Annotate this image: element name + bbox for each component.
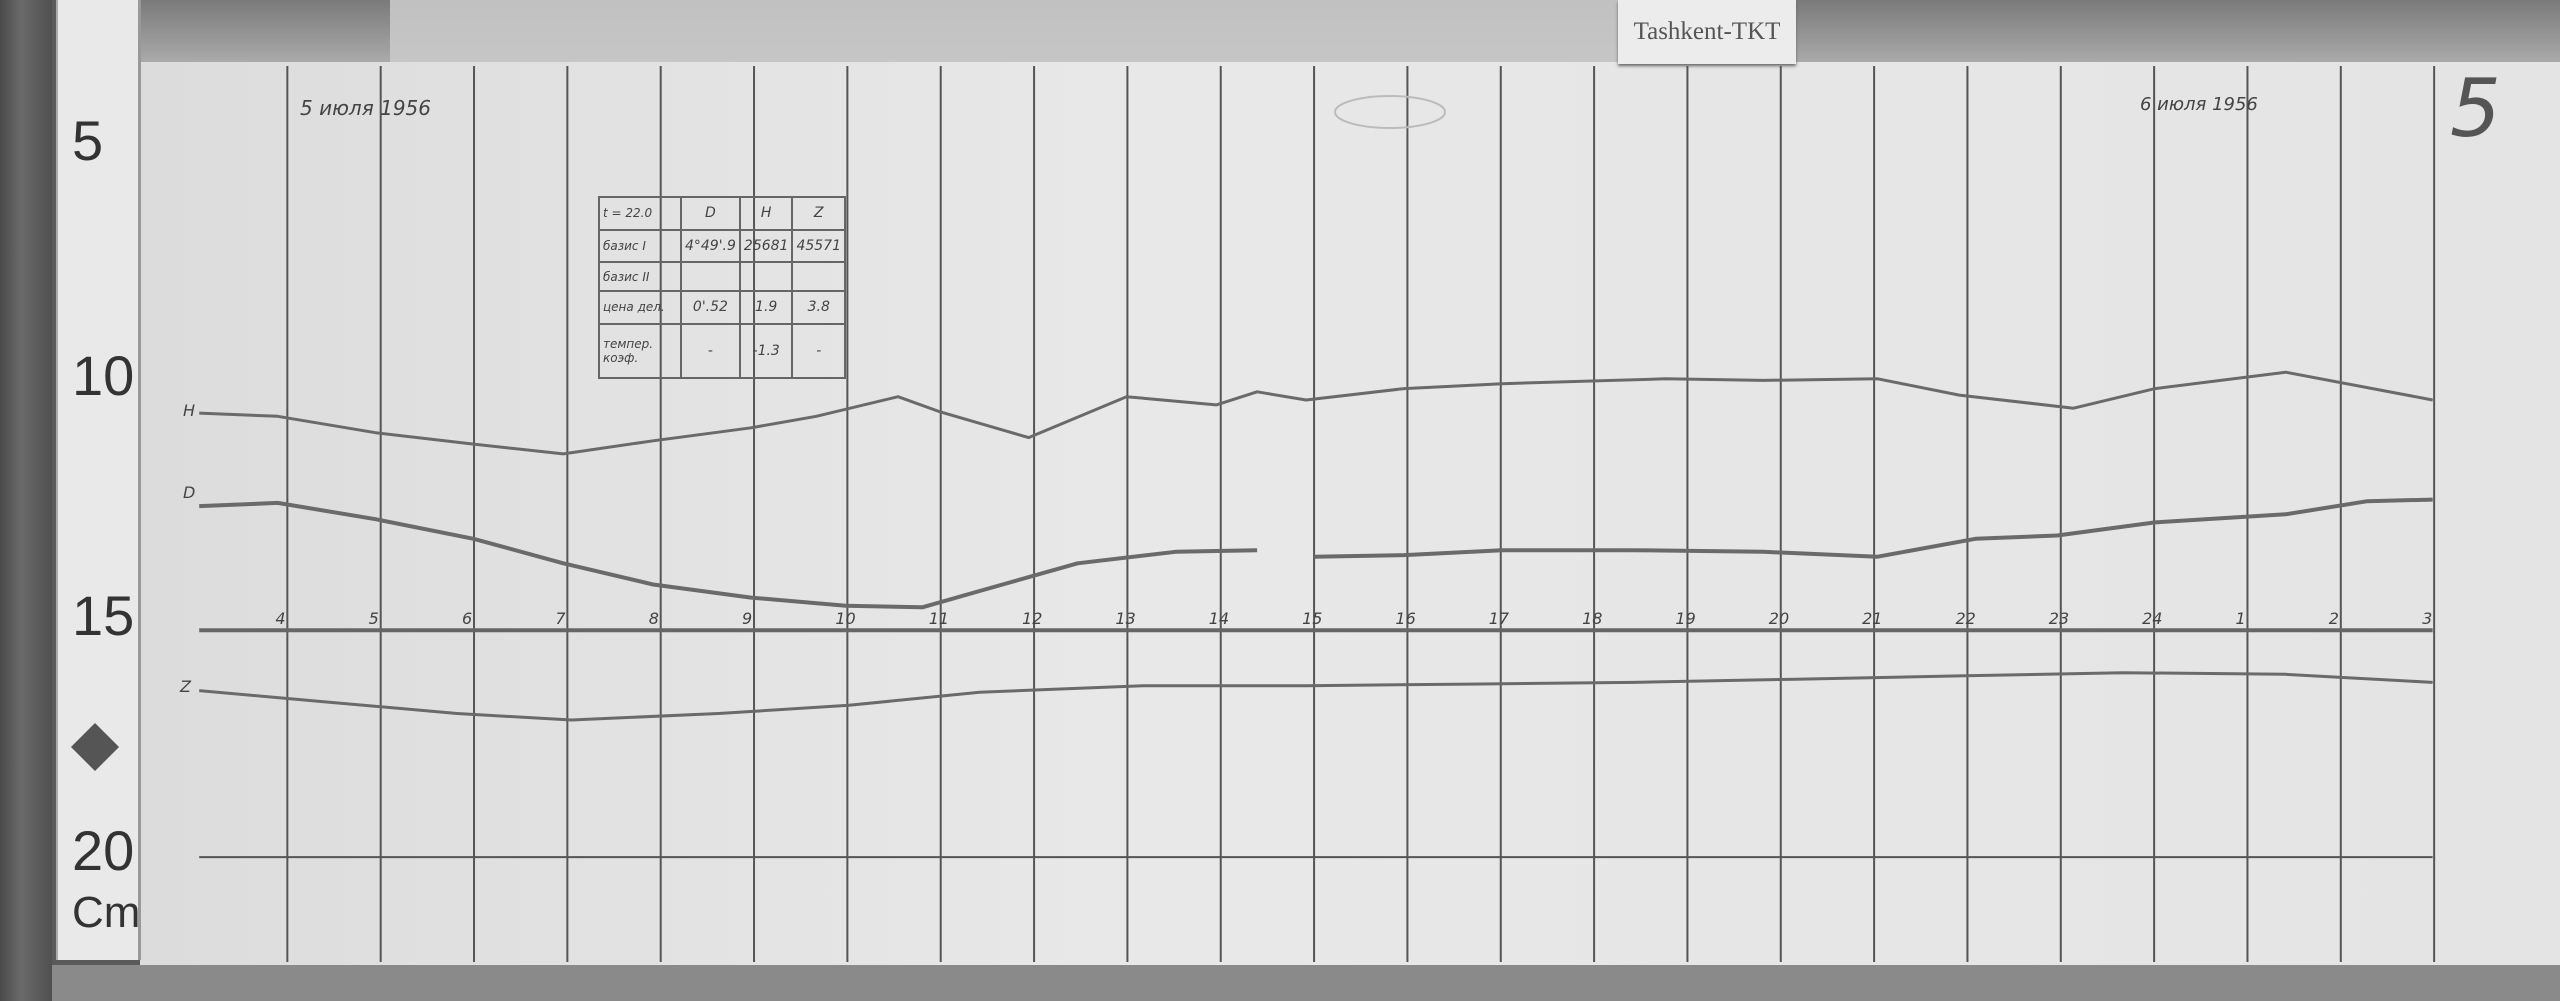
table-cell [738,261,794,293]
label-D: D [183,483,195,502]
hour-label: 1 [2235,609,2245,628]
hour-label: 23 [2049,609,2069,628]
table-cell: D [679,196,741,231]
hour-label: 11 [929,609,949,628]
hour-label: 3 [2422,609,2432,628]
hour-label: 2 [2329,609,2339,628]
table-cell: 0'.52 [679,290,741,325]
hour-label: 14 [1209,609,1229,628]
table-cell: 1.9 [738,290,794,325]
bottom-frame [52,965,2560,1001]
table-cell: 3.8 [791,290,846,325]
end-date: 6 июля 1956 [2140,94,2258,115]
magnetogram-paper [140,62,2560,967]
table-cell: темпер. коэф. [598,322,682,380]
table-cell: базис II [598,261,682,293]
table-cell: цена дел. [598,290,682,325]
table-cell: Z [791,196,846,231]
start-date: 5 июля 1956 [300,96,431,120]
hour-label: 19 [1675,609,1695,628]
station-label: Tashkent-TKT [1618,0,1796,64]
table-cell: базис I [598,228,682,264]
table-header-row: t = 22.0 D H Z [598,196,846,231]
table-cell: t = 22.0 [598,196,682,231]
hour-label: 9 [742,609,752,628]
table-row: цена дел. 0'.52 1.9 3.8 [598,290,846,325]
hour-label: 24 [2142,609,2162,628]
ruler-mark-10: 10 [72,344,135,407]
label-H: H [183,401,195,420]
hour-label: 13 [1115,609,1135,628]
hour-label: 18 [1582,609,1602,628]
table-cell: -1.3 [738,322,794,380]
hour-label: 16 [1395,609,1415,628]
trace-Z [199,671,2433,722]
label-Z: Z [179,677,192,696]
glass-clip [390,0,1620,70]
hour-label: 15 [1302,609,1322,628]
table-cell [679,261,741,293]
hour-label: 8 [649,609,659,628]
table-cell: - [791,322,846,380]
table-cell: 4°49'.9 [679,228,741,264]
hour-label: 21 [1862,609,1882,628]
hour-label: 4 [275,609,285,628]
trace-D [1314,497,2433,559]
hour-label: 20 [1769,609,1789,628]
cm-ruler: 5 10 15 20 Cm [56,0,141,960]
trace-D [199,500,1258,610]
hour-label: 12 [1022,609,1042,628]
hour-label: 5 [369,609,379,628]
ruler-mark-5: 5 [72,109,104,172]
hour-label: 7 [555,609,566,628]
table-cell: H [738,196,794,231]
ruler-unit: Cm [72,888,141,937]
faint-stamp [1334,95,1446,129]
hour-label: 6 [462,609,472,628]
hour-label: 17 [1489,609,1510,628]
table-row: базис I 4°49'.9 25681 45571 [598,228,846,264]
hour-label: 22 [1955,609,1975,628]
table-row: темпер. коэф. - -1.3 - [598,322,846,380]
ruler-mark-15: 15 [72,584,135,647]
ruler-mark-20: 20 [72,819,135,882]
table-cell: 25681 [738,228,794,264]
trace-H [199,370,2433,456]
wooden-frame [0,0,52,1001]
table-row: базис II [598,261,846,293]
hour-label: 10 [835,609,855,628]
calibration-table: t = 22.0 D H Z базис I 4°49'.9 25681 455… [598,196,846,380]
table-cell: - [679,322,741,380]
table-cell [791,261,846,293]
sheet-number: 5 [2450,62,2501,155]
table-cell: 45571 [791,228,846,264]
